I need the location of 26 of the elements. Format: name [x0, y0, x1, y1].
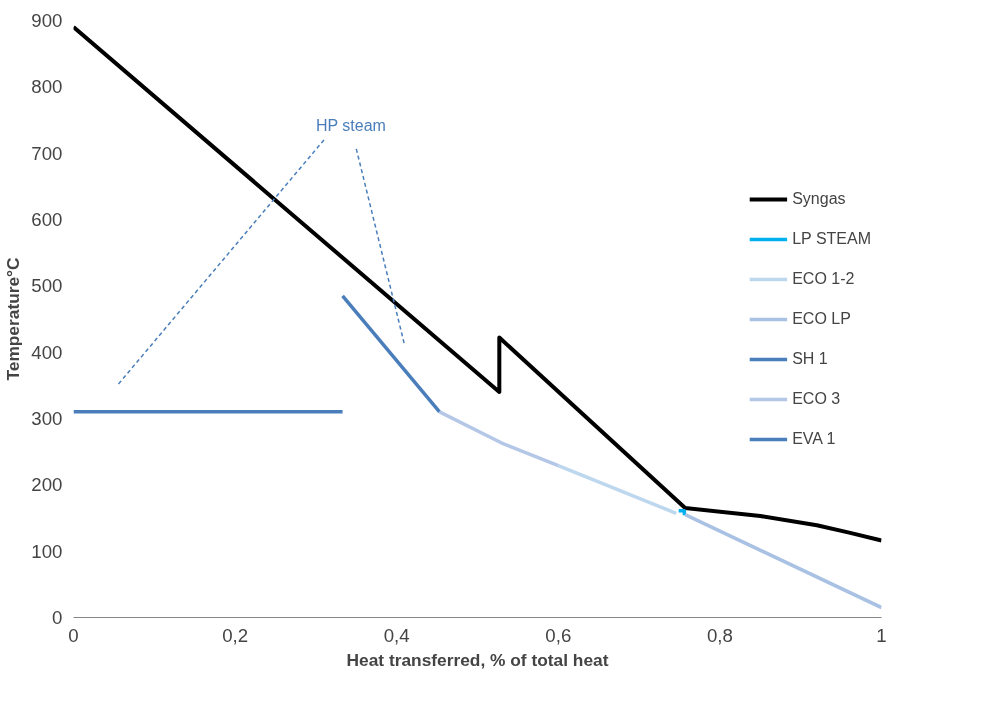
- y-axis-title: Temperature°C: [3, 256, 24, 381]
- y-tick-label: 900: [31, 10, 63, 31]
- legend-label: ECO 3: [792, 389, 841, 408]
- x-axis-title: Heat transferred, % of total heat: [346, 649, 609, 670]
- x-tick-label: 1: [876, 624, 887, 646]
- y-tick-label: 300: [31, 408, 63, 429]
- annotation: HP steam: [315, 116, 386, 134]
- x-tick-label: 0,8: [706, 624, 733, 646]
- y-tick-label: 500: [31, 275, 63, 297]
- x-tick-label: 0,2: [222, 624, 249, 646]
- legend-label: ECO 1-2: [792, 269, 855, 288]
- y-tick-label: 100: [31, 540, 63, 562]
- y-tick-label: 0: [52, 607, 63, 628]
- y-tick-label: 400: [31, 341, 63, 363]
- x-tick-label: 0,6: [545, 624, 572, 646]
- x-tick-label: 0,4: [383, 624, 410, 646]
- y-tick-label: 700: [31, 142, 63, 164]
- legend-label: EVA 1: [792, 429, 836, 448]
- legend-label: ECO LP: [792, 309, 851, 328]
- y-tick-label: 800: [31, 76, 63, 98]
- legend-label: LP STEAM: [792, 229, 871, 248]
- legend-label: Syngas: [792, 189, 846, 208]
- y-tick-label: 200: [31, 474, 63, 496]
- legend-label: SH 1: [792, 349, 828, 368]
- x-tick-label: 0: [68, 624, 79, 646]
- y-tick-label: 600: [31, 209, 63, 230]
